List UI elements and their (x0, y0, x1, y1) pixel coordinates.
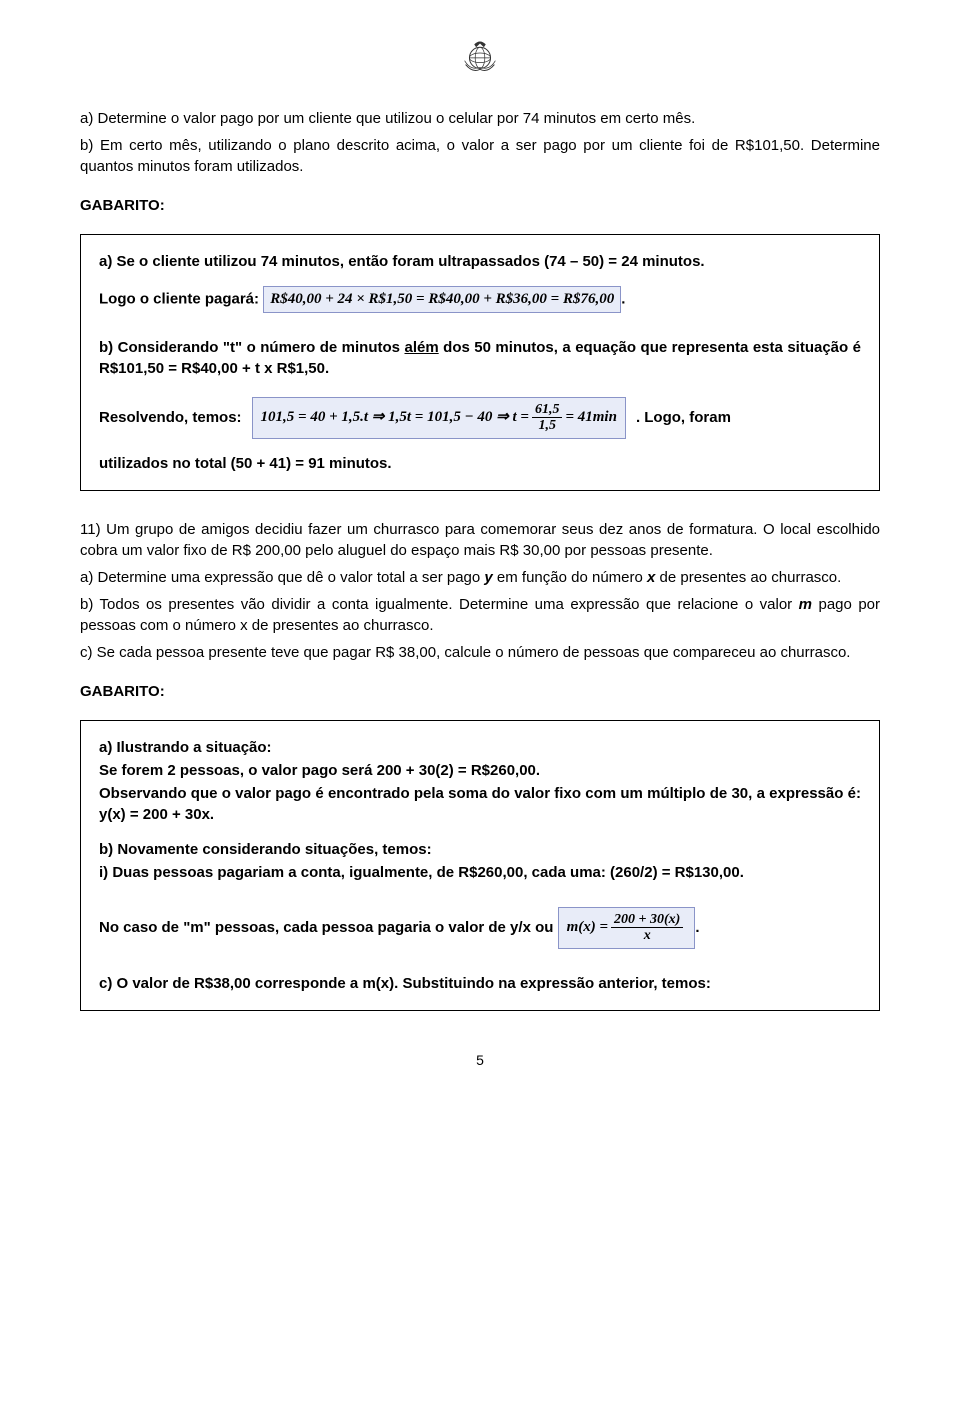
box2-m-line: No caso de "m" pessoas, cada pessoa paga… (99, 907, 861, 949)
box2-b-l1: i) Duas pessoas pagariam a conta, igualm… (99, 862, 861, 883)
resolvendo-frac-den: 1,5 (535, 418, 559, 433)
box2-a-title: a) Ilustrando a situação: (99, 737, 861, 758)
q11-a: a) Determine uma expressão que dê o valo… (80, 567, 880, 588)
resolvendo-p1: 101,5 = 40 + 1,5.t ⇒ 1,5t = 101,5 − 40 ⇒… (261, 410, 529, 425)
q11-p1: 11) Um grupo de amigos decidiu fazer um … (80, 519, 880, 561)
resolvendo-frac-num: 61,5 (532, 402, 563, 418)
box2-m-suffix: . (695, 919, 699, 936)
question-a: a) Determine o valor pago por um cliente… (80, 108, 880, 129)
emblem-logo (456, 30, 504, 78)
box1-resolvendo-row: Resolvendo, temos: 101,5 = 40 + 1,5.t ⇒ … (99, 397, 861, 439)
resolvendo-frac: 61,5 1,5 (532, 402, 563, 434)
gabarito-label-1: GABARITO: (80, 195, 880, 216)
resolvendo-label: Resolvendo, temos: (99, 407, 242, 428)
resolvendo-p2: = 41min (565, 410, 616, 425)
box2-m-lhs: m(x) = (567, 920, 608, 935)
answer-box-1: a) Se o cliente utilizou 74 minutos, ent… (80, 234, 880, 491)
answer-box-2: a) Ilustrando a situação: Se forem 2 pes… (80, 720, 880, 1011)
box2-m-frac: 200 + 30(x) x (611, 912, 683, 944)
header-logo (80, 30, 880, 78)
resolvendo-formula: 101,5 = 40 + 1,5.t ⇒ 1,5t = 101,5 − 40 ⇒… (252, 397, 626, 439)
box2-c: c) O valor de R$38,00 corresponde a m(x)… (99, 973, 861, 994)
box2-m-den: x (641, 928, 654, 943)
box2-m-num: 200 + 30(x) (611, 912, 683, 928)
q11-c: c) Se cada pessoa presente teve que paga… (80, 642, 880, 663)
box1-a-formula: R$40,00 + 24 × R$1,50 = R$40,00 + R$36,0… (263, 286, 621, 313)
box2-a-l1: Se forem 2 pessoas, o valor pago será 20… (99, 760, 861, 781)
page-number: 5 (80, 1051, 880, 1071)
box1-b-last: utilizados no total (50 + 41) = 91 minut… (99, 453, 861, 474)
resolvendo-suffix: . Logo, foram (636, 407, 731, 428)
question-11: 11) Um grupo de amigos decidiu fazer um … (80, 519, 880, 663)
box1-b-para: b) Considerando "t" o número de minutos … (99, 337, 861, 379)
box2-b-title: b) Novamente considerando situações, tem… (99, 839, 861, 860)
box1-a-line2: Logo o cliente pagará: R$40,00 + 24 × R$… (99, 286, 861, 313)
box1-a-line1: a) Se o cliente utilizou 74 minutos, ent… (99, 251, 861, 272)
box2-m-prefix: No caso de "m" pessoas, cada pessoa paga… (99, 919, 558, 936)
box1-a-suffix: . (621, 290, 625, 307)
box2-a-l2: Observando que o valor pago é encontrado… (99, 783, 861, 825)
box1-a-prefix: Logo o cliente pagará: (99, 290, 263, 307)
gabarito-label-2: GABARITO: (80, 681, 880, 702)
box2-m-formula: m(x) = 200 + 30(x) x (558, 907, 696, 949)
q11-b: b) Todos os presentes vão dividir a cont… (80, 594, 880, 636)
question-b: b) Em certo mês, utilizando o plano desc… (80, 135, 880, 177)
